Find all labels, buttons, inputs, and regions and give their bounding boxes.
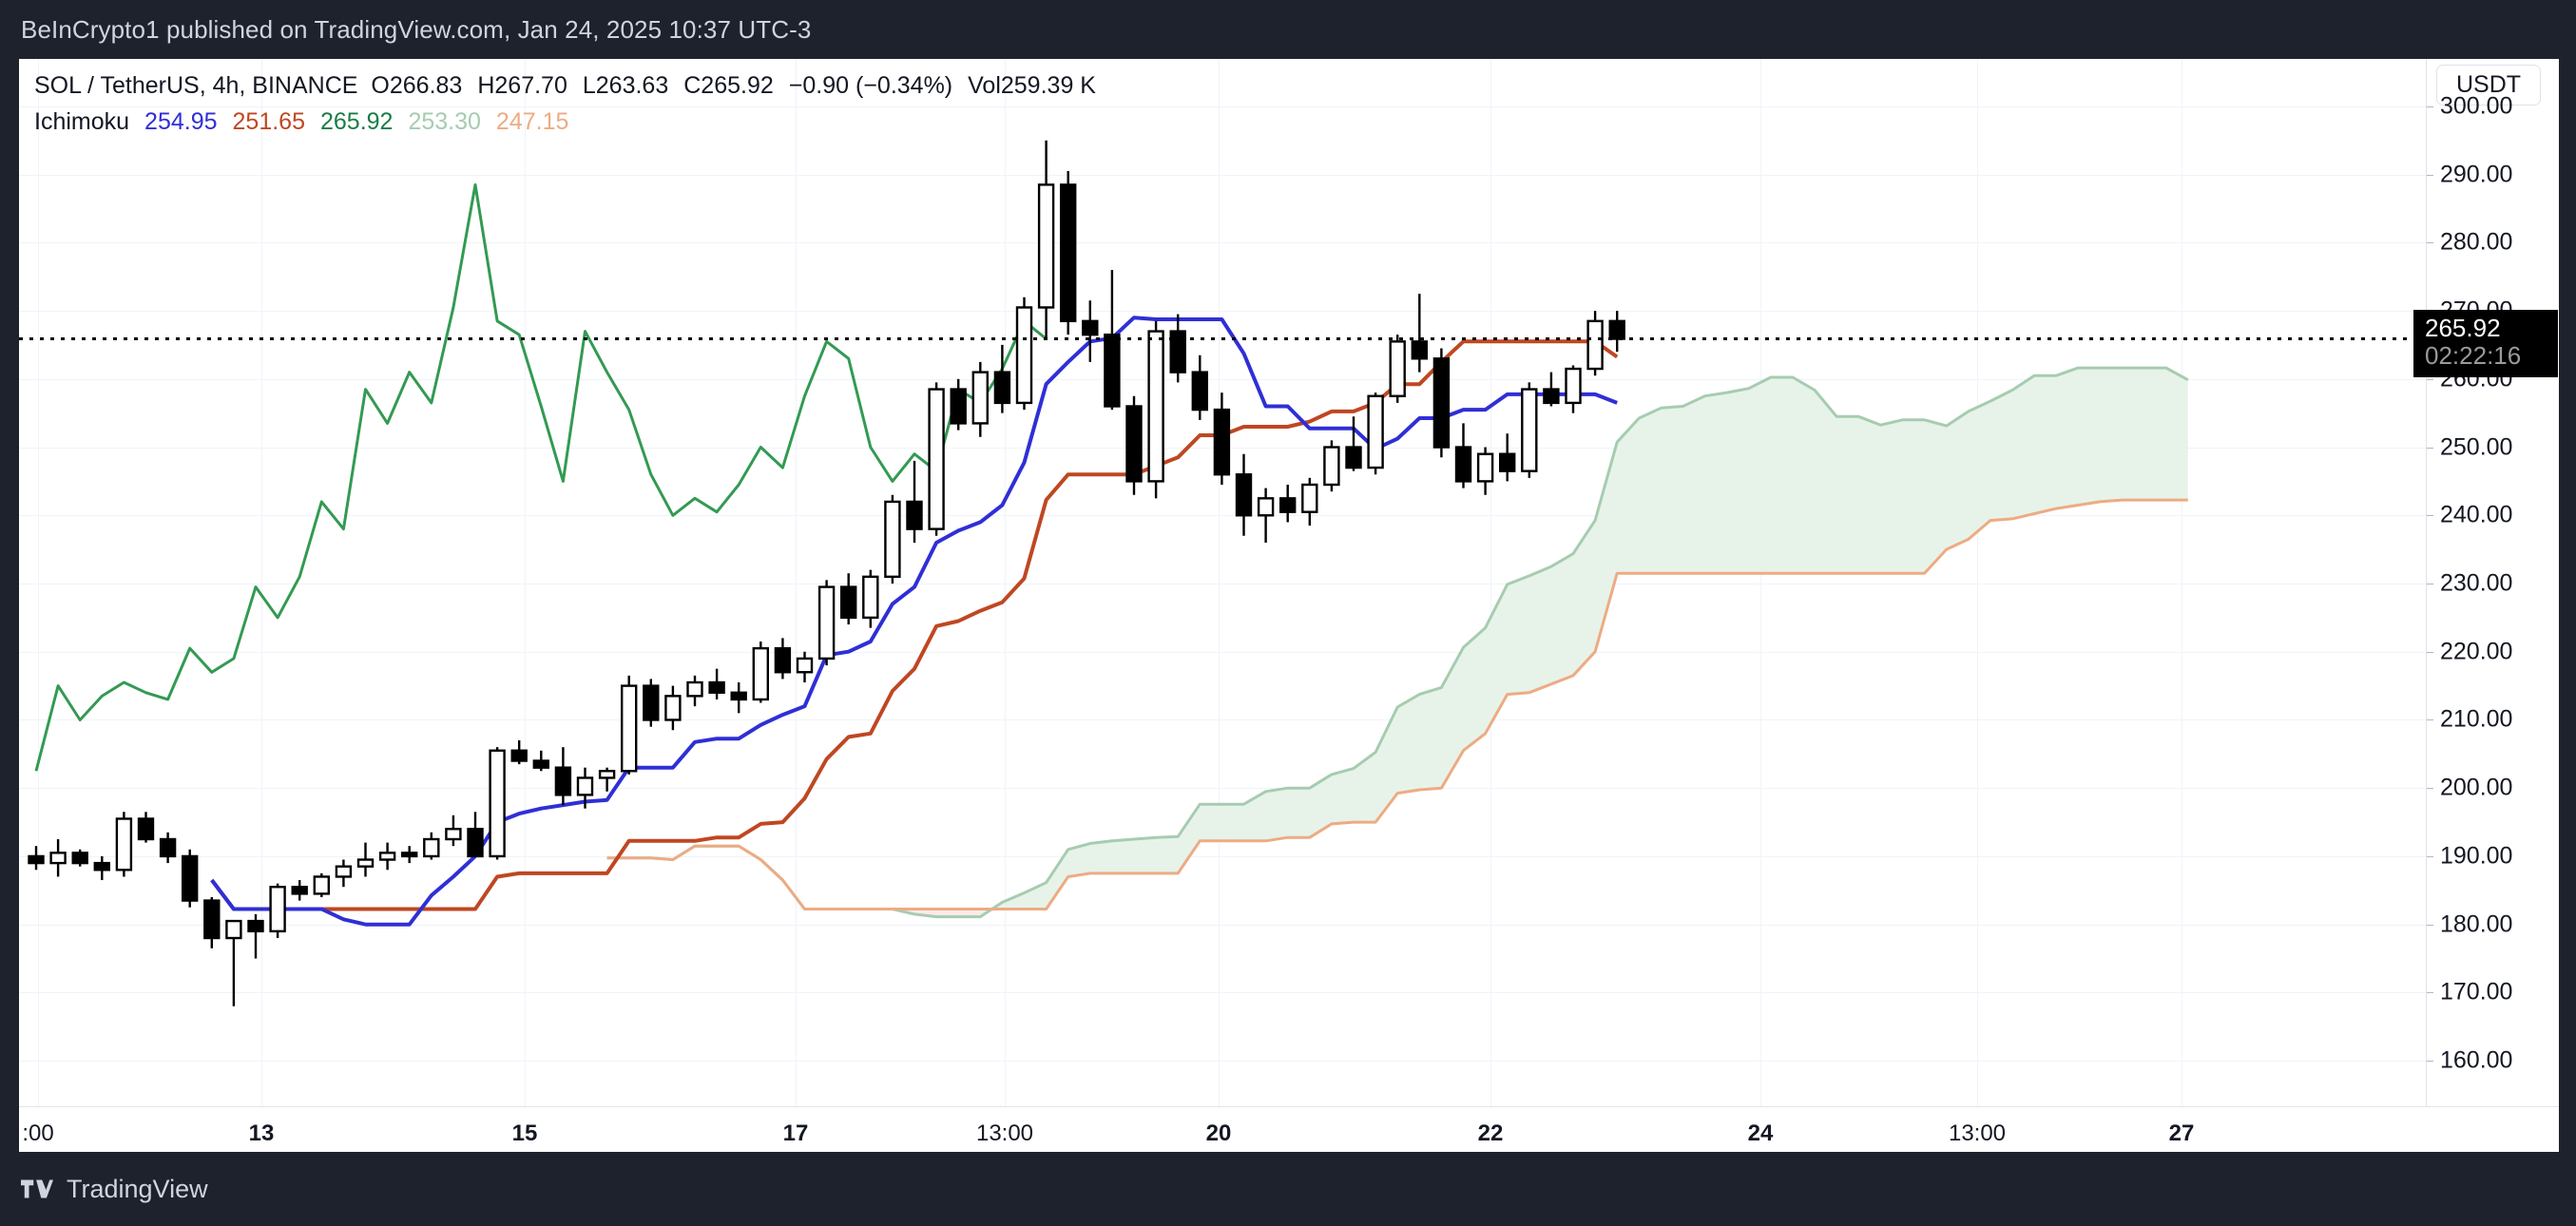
candlestick-chart-canvas: [19, 59, 2426, 1106]
price-tick-label: 220.00: [2440, 638, 2513, 665]
price-tick-label: 300.00: [2440, 92, 2513, 120]
currency-badge[interactable]: USDT: [2436, 65, 2541, 105]
price-tick-mark: [2427, 242, 2433, 244]
price-tick-label: 230.00: [2440, 569, 2513, 597]
branding-bar: TradingView: [0, 1152, 2576, 1226]
chart-frame: SOL / TetherUS, 4h, BINANCE O266.83 H267.7…: [19, 59, 2559, 1152]
price-tick-label: 190.00: [2440, 842, 2513, 870]
tradingview-logo-icon: [21, 1179, 53, 1198]
time-scale[interactable]: :00 13 15 17 13:00 20 22 24 13:00 27: [19, 1106, 2559, 1152]
time-axis-label: 17: [782, 1121, 809, 1146]
time-axis-label: 22: [1477, 1121, 1504, 1146]
price-tick-label: 160.00: [2440, 1046, 2513, 1074]
price-tick-label: 240.00: [2440, 501, 2513, 528]
price-tick-mark: [2427, 1061, 2433, 1063]
price-tick-mark: [2427, 924, 2433, 926]
price-tick-mark: [2427, 174, 2433, 176]
time-axis-label: 15: [511, 1121, 538, 1146]
time-axis-label: 20: [1205, 1121, 1232, 1146]
price-tick-label: 200.00: [2440, 774, 2513, 801]
attribution-text: BeInCrypto1 published on TradingView.com…: [21, 14, 812, 44]
branding-text: TradingView: [67, 1174, 208, 1203]
price-tick-label: 290.00: [2440, 161, 2513, 188]
time-axis-label: 13:00: [1948, 1121, 2007, 1146]
price-tick-label: 170.00: [2440, 978, 2513, 1006]
price-tick-mark: [2427, 855, 2433, 857]
price-tick-mark: [2427, 105, 2433, 107]
price-tick-mark: [2427, 515, 2433, 517]
time-axis-label: 13:00: [975, 1121, 1034, 1146]
attribution-bar: BeInCrypto1 published on TradingView.com…: [0, 0, 2576, 59]
price-tick-mark: [2427, 447, 2433, 449]
price-tick-label: 250.00: [2440, 433, 2513, 461]
current-price-value: 265.92: [2425, 314, 2501, 343]
price-tick-label: 280.00: [2440, 228, 2513, 256]
price-scale[interactable]: USDT 300.00290.00280.00270.00260.00250.0…: [2413, 59, 2559, 1106]
price-tick-mark: [2427, 719, 2433, 721]
time-axis-label: 24: [1747, 1121, 1774, 1146]
price-tick-label: 180.00: [2440, 910, 2513, 938]
time-axis-label: :00: [22, 1121, 54, 1146]
price-tick-mark: [2427, 788, 2433, 790]
time-axis-label: 27: [2168, 1121, 2195, 1146]
price-tick-mark: [2427, 651, 2433, 653]
current-price-tag: 265.92 02:22:16: [2413, 310, 2558, 377]
price-tick-label: 210.00: [2440, 705, 2513, 733]
time-axis-label: 13: [248, 1121, 275, 1146]
bar-countdown-timer: 02:22:16: [2425, 341, 2522, 371]
price-tick-mark: [2427, 992, 2433, 994]
chart-plot-area[interactable]: [19, 59, 2426, 1106]
price-tick-mark: [2427, 378, 2433, 380]
